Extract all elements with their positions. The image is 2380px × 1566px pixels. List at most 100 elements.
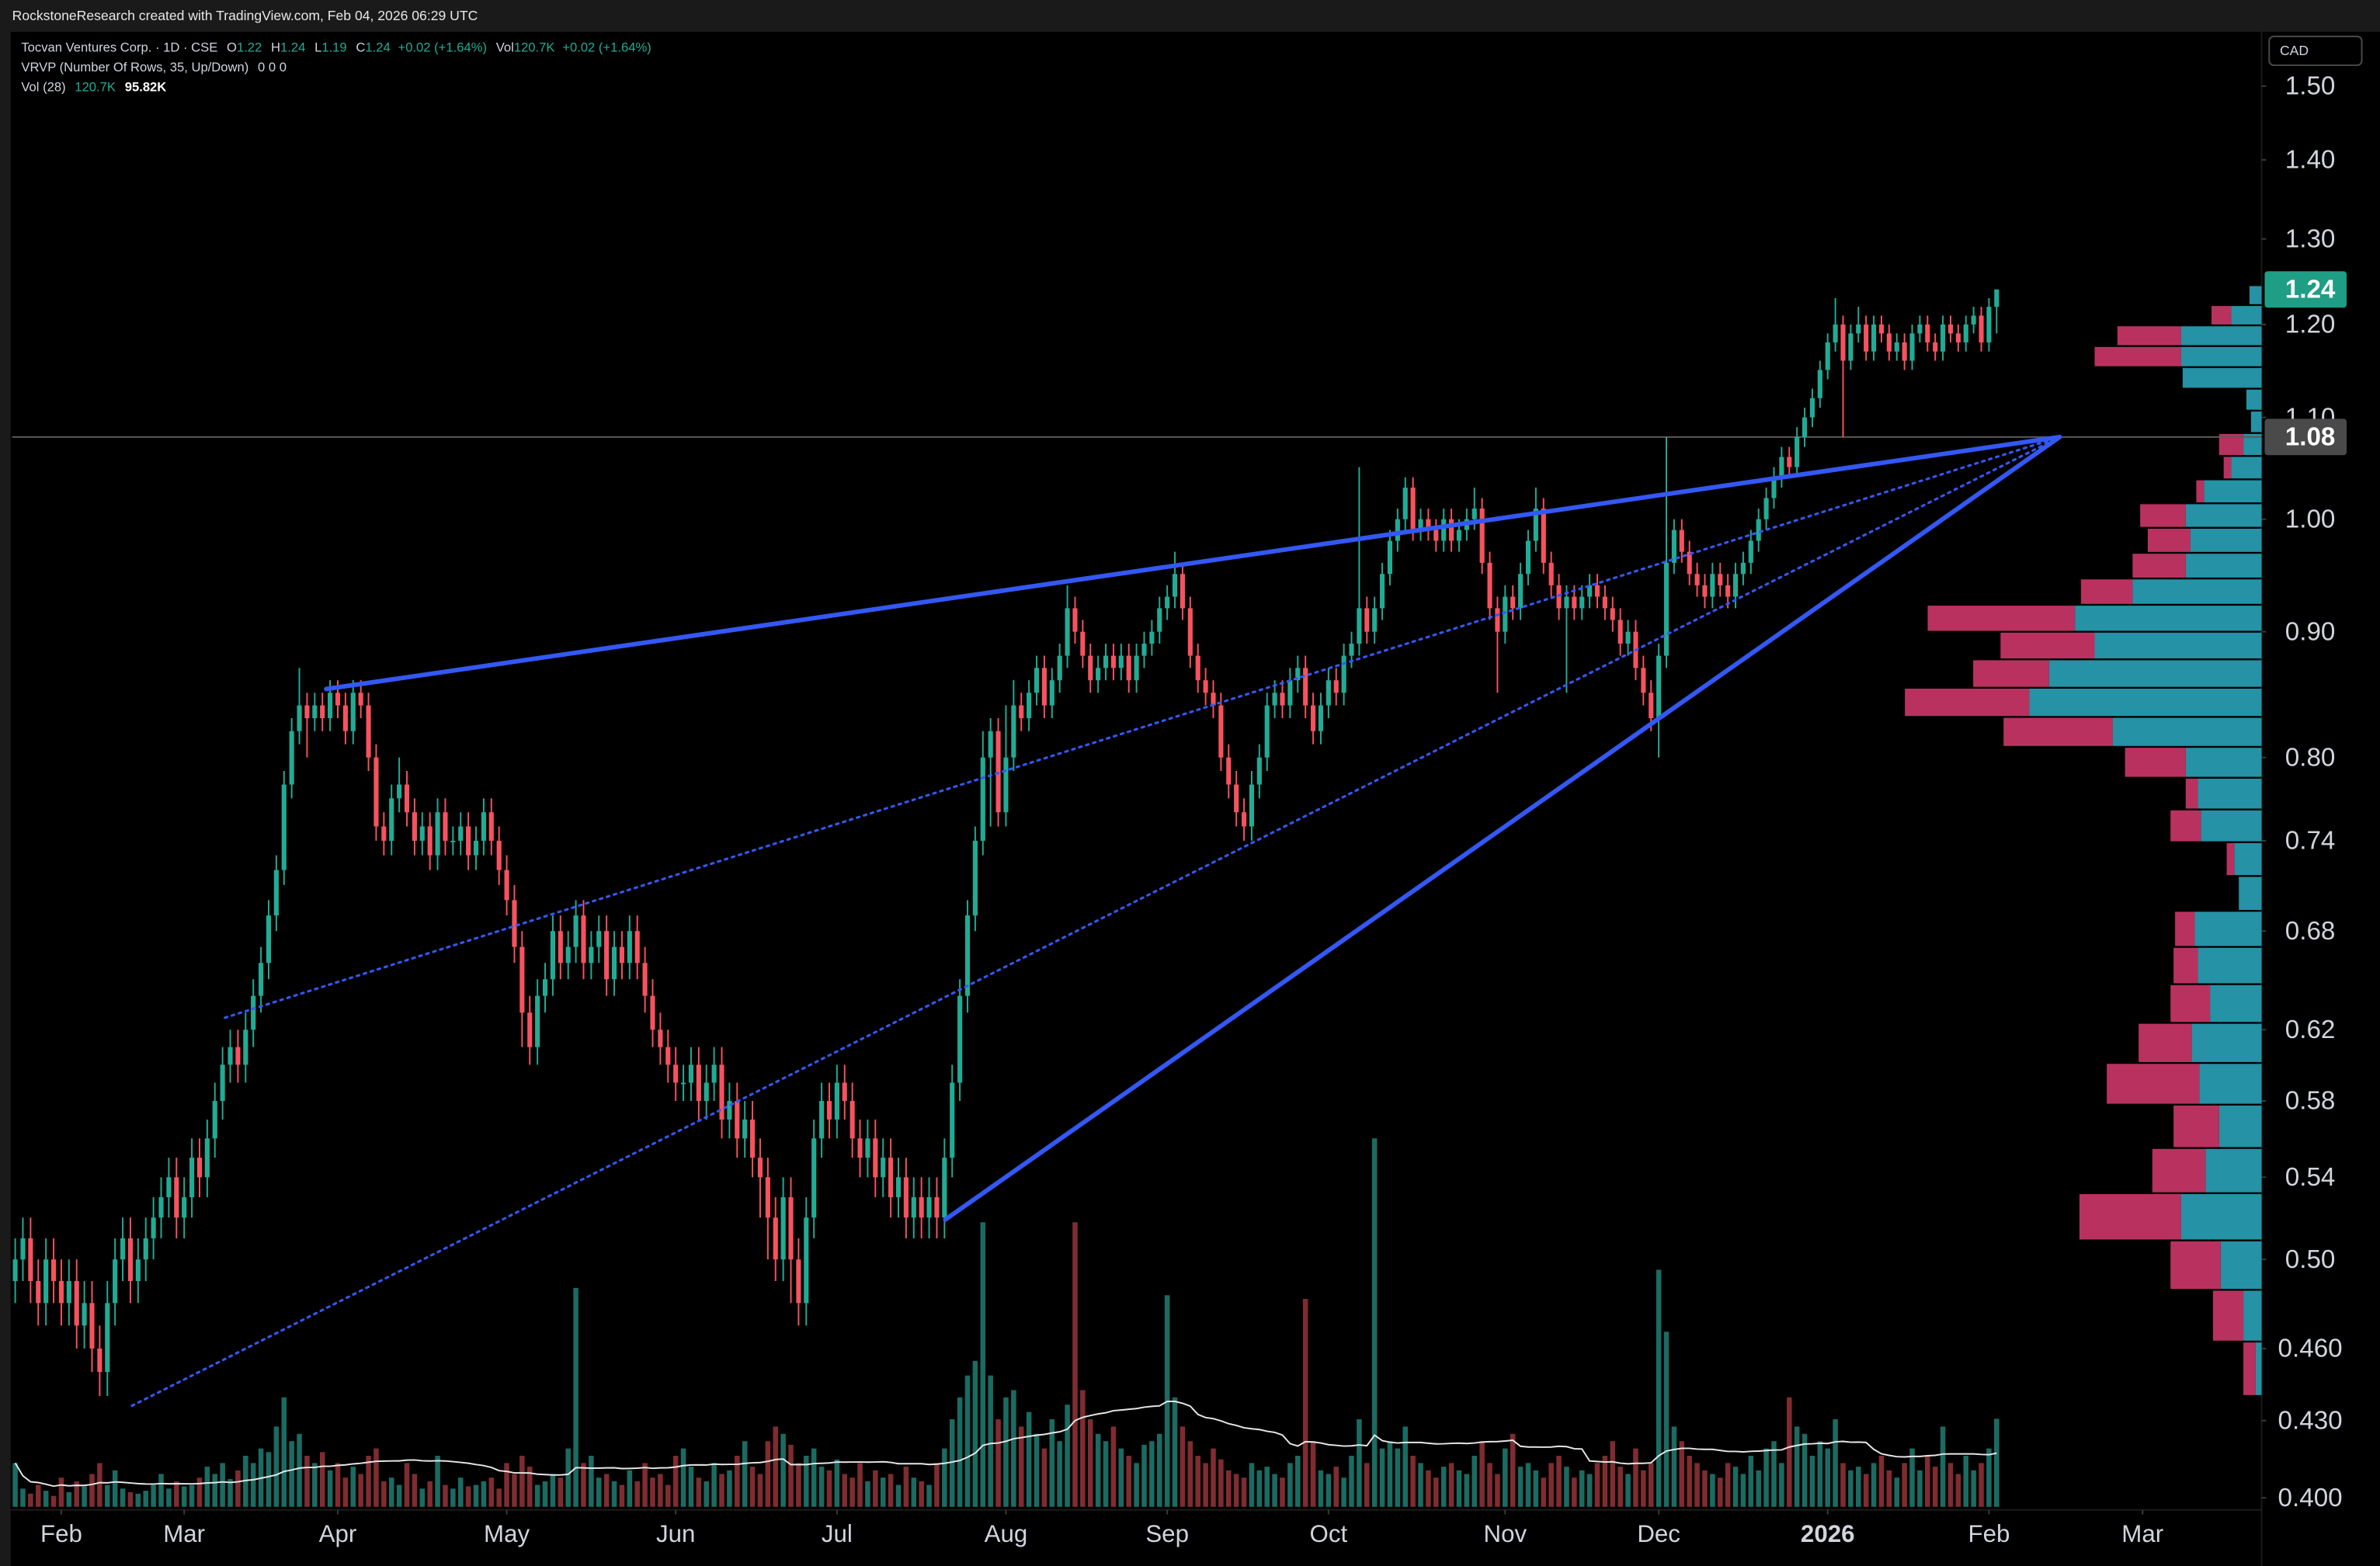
- candle-body: [1372, 608, 1378, 632]
- volume-bar: [1349, 1456, 1354, 1507]
- volume-bar: [1663, 1332, 1669, 1507]
- candle-body: [911, 1197, 916, 1218]
- candle-body: [1456, 530, 1462, 541]
- volume-bar: [1295, 1456, 1301, 1507]
- candle-body: [504, 870, 509, 901]
- candle-body: [589, 946, 594, 964]
- legend-item: 1.24: [365, 40, 390, 55]
- volume-bar: [281, 1397, 287, 1507]
- volume-bar: [1410, 1456, 1416, 1507]
- profile-down: [2000, 632, 2095, 659]
- candle-body: [1756, 519, 1761, 541]
- candle-body: [1395, 519, 1400, 541]
- volume-bar: [350, 1467, 356, 1507]
- candle-body: [727, 1101, 732, 1120]
- volume-pane: [12, 1138, 2000, 1507]
- volume-bar: [427, 1481, 433, 1507]
- candle-body: [950, 1082, 955, 1158]
- currency[interactable]: CAD: [2280, 43, 2309, 58]
- y-tick-label: 0.460: [2278, 1335, 2343, 1363]
- candle-body: [919, 1197, 924, 1218]
- volume-bar: [151, 1484, 156, 1507]
- profile-up: [2185, 554, 2262, 578]
- volume-bar: [1641, 1470, 1646, 1507]
- volume-bar: [1195, 1456, 1200, 1507]
- volume-bar: [1364, 1463, 1370, 1507]
- volume-bar: [1065, 1405, 1070, 1507]
- volume-bar: [1756, 1470, 1761, 1507]
- candle-body: [350, 693, 356, 731]
- volume-bar: [711, 1463, 717, 1507]
- currency-box[interactable]: [2268, 35, 2363, 67]
- candle-body: [1211, 693, 1216, 706]
- volume-bar: [1840, 1463, 1846, 1507]
- volume-bar: [680, 1448, 686, 1507]
- volume-bar: [1971, 1470, 1976, 1507]
- candle-body: [320, 705, 325, 719]
- volume-bar: [1541, 1477, 1547, 1507]
- profile-up: [2220, 1241, 2262, 1290]
- candle-body: [527, 1012, 533, 1047]
- profile-up: [2029, 688, 2262, 717]
- candle-body: [926, 1197, 932, 1218]
- candle-body: [1671, 530, 1676, 563]
- volume-bar: [1503, 1448, 1508, 1507]
- candle-body: [1341, 655, 1346, 693]
- candle-body: [750, 1119, 756, 1158]
- volume-bar: [619, 1484, 625, 1507]
- volume-bar: [473, 1484, 479, 1507]
- candle-body: [1732, 574, 1739, 597]
- candle-body: [1126, 655, 1131, 681]
- volume-bar: [204, 1467, 210, 1507]
- x-tick-label: Nov: [1484, 1520, 1527, 1547]
- volume-bar: [1233, 1474, 1239, 1507]
- profile-down: [2079, 1194, 2181, 1240]
- volume-bar: [1687, 1456, 1692, 1507]
- volume-bar: [1187, 1441, 1193, 1507]
- volume-bar: [818, 1467, 825, 1507]
- candle-body: [1817, 370, 1822, 398]
- volume-bar: [1833, 1419, 1838, 1507]
- volume-bar: [243, 1456, 248, 1507]
- candle-body: [435, 812, 440, 856]
- volume-bar: [611, 1481, 617, 1507]
- candle-body: [1994, 289, 2000, 307]
- candle-body: [381, 826, 387, 841]
- volume-bar: [1110, 1426, 1117, 1507]
- profile-up: [2190, 528, 2262, 552]
- candle-body: [711, 1064, 717, 1083]
- volume-bar: [220, 1463, 225, 1507]
- candle-body: [113, 1259, 118, 1304]
- volume-bar: [1594, 1463, 1600, 1507]
- profile-down: [2185, 778, 2198, 809]
- candle-body: [1625, 631, 1631, 644]
- profile-up: [2198, 778, 2262, 809]
- candle-body: [1825, 342, 1830, 370]
- candle-body: [228, 1047, 233, 1065]
- volume-bar: [342, 1477, 349, 1507]
- candle-body: [151, 1217, 156, 1238]
- axes: 0.400 0.430 0.460 0.50 0.54 0.58 0.62 0.68 0.74 0…: [40, 72, 2347, 1547]
- candle-body: [627, 931, 632, 964]
- candle-body: [834, 1082, 839, 1120]
- volume-bar: [304, 1456, 310, 1507]
- profile-down: [2132, 554, 2186, 578]
- volume-bar: [642, 1463, 648, 1507]
- volume-bar: [1917, 1470, 1923, 1507]
- volume-bar: [857, 1463, 863, 1507]
- candle-body: [1902, 342, 1907, 361]
- candle-body: [1433, 530, 1439, 541]
- candle-body: [673, 1064, 679, 1083]
- volume-bar: [327, 1470, 333, 1507]
- profile-down: [2117, 326, 2181, 345]
- profile-up: [2243, 1290, 2262, 1341]
- volume-bar: [1103, 1441, 1109, 1507]
- candle-body: [1871, 324, 1877, 352]
- candle-body: [312, 705, 318, 719]
- volume-bar: [1517, 1467, 1524, 1507]
- legend-item: H: [271, 40, 280, 55]
- profile-up: [2185, 504, 2262, 527]
- candle-body: [988, 731, 993, 758]
- price-pane: [12, 289, 2262, 1397]
- volume-bar: [1241, 1477, 1247, 1507]
